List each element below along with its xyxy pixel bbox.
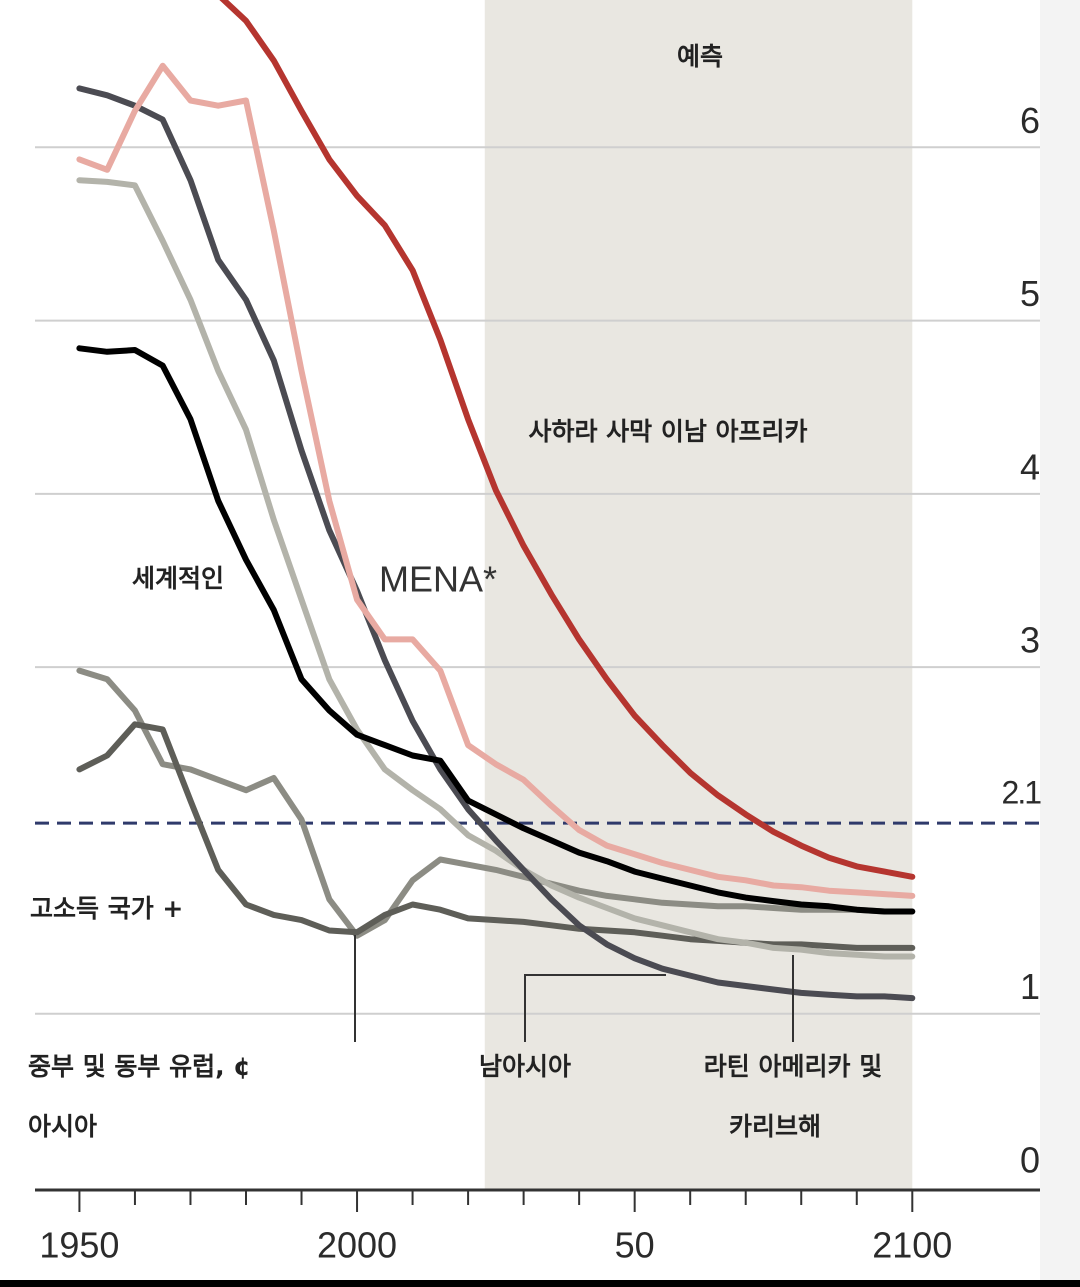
series-line (76, 62, 916, 899)
reference-label: 2.1 (1002, 775, 1042, 811)
series-label: MENA* (379, 559, 497, 600)
series-label: 세계적인 (132, 564, 224, 593)
series-line (76, 85, 916, 1002)
x-tick-label: 1950 (39, 1225, 119, 1266)
series-label: 아시아 (28, 1112, 97, 1141)
series-line (76, 721, 916, 951)
y-tick-label: 4 (1020, 446, 1040, 487)
series-line (76, 345, 916, 915)
bottom-bar (0, 1280, 1080, 1287)
series-label: 카리브해 (729, 1112, 821, 1141)
forecast-region (484, 0, 913, 1190)
leader-line (524, 974, 666, 1042)
series-label: 남아시아 (479, 1052, 571, 1081)
series-label: 사하라 사막 이남 아프리카 (528, 417, 807, 446)
y-tick-label: 5 (1020, 273, 1040, 314)
y-tick-label: 0 (1020, 1140, 1040, 1181)
right-margin (1040, 0, 1080, 1280)
x-tick-label: 2000 (317, 1225, 397, 1266)
forecast-label: 예측 (677, 42, 723, 71)
y-tick-label: 1 (1020, 966, 1040, 1007)
y-tick-label: 6 (1020, 100, 1040, 141)
y-tick-label: 3 (1020, 620, 1040, 661)
x-tick-label: 2100 (872, 1225, 952, 1266)
series-label: 고소득 국가 + (30, 894, 183, 923)
series-line (76, 177, 916, 960)
x-tick-label: 50 (615, 1225, 655, 1266)
series-label: 라틴 아메리카 및 (704, 1052, 882, 1081)
plot-area (76, 0, 916, 1002)
series-line (219, 0, 916, 880)
series-line (76, 667, 916, 939)
series-label: 중부 및 동부 유럽, ¢ (28, 1052, 251, 1081)
